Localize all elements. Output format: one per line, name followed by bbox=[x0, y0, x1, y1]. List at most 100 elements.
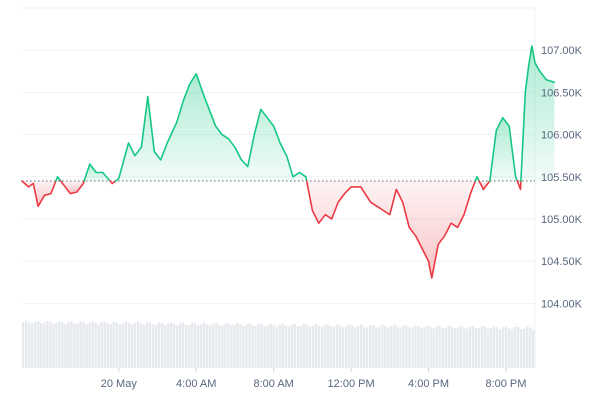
volume-bar bbox=[323, 325, 327, 368]
volume-bar bbox=[31, 323, 34, 368]
volume-bar bbox=[480, 326, 484, 368]
volume-bar bbox=[206, 324, 209, 368]
volume-bar bbox=[501, 327, 505, 368]
volume-bar bbox=[507, 328, 511, 368]
volume-bar bbox=[314, 323, 318, 368]
volume-bar bbox=[224, 323, 227, 368]
price-line-up-segment bbox=[55, 176, 62, 182]
volume-bar bbox=[215, 322, 218, 368]
volume-bar bbox=[459, 325, 462, 368]
volume-bar bbox=[190, 322, 194, 368]
y-tick-label: 104.00K bbox=[541, 298, 583, 310]
volume-bar bbox=[402, 325, 405, 368]
volume-bar bbox=[477, 328, 481, 368]
volume-bar bbox=[378, 326, 381, 368]
volume-bar bbox=[399, 327, 402, 368]
volume-bar bbox=[471, 325, 475, 368]
volume-bar bbox=[64, 323, 67, 368]
volume-bar bbox=[387, 327, 390, 368]
volume-bar bbox=[266, 325, 269, 368]
volume-bar bbox=[353, 327, 357, 368]
x-tick-label: 4:00 AM bbox=[176, 378, 216, 390]
price-line-down-segment bbox=[59, 180, 85, 195]
volume-bar bbox=[230, 325, 233, 368]
area-below-baseline bbox=[22, 181, 56, 207]
y-tick-label: 105.50K bbox=[541, 172, 583, 184]
volume-bar bbox=[384, 325, 387, 368]
volume-bar bbox=[187, 324, 191, 368]
volume-bar bbox=[311, 325, 315, 368]
volume-bar bbox=[359, 324, 363, 368]
volume-bar bbox=[133, 323, 137, 368]
x-tick-label: 4:00 PM bbox=[408, 378, 449, 390]
volume-bar bbox=[284, 325, 287, 368]
volume-bar bbox=[160, 323, 164, 368]
volume-bar bbox=[124, 321, 128, 368]
volume-bar bbox=[157, 322, 161, 368]
x-tick-label: 8:00 AM bbox=[253, 378, 293, 390]
volume-bar bbox=[163, 325, 167, 368]
volume-bar bbox=[350, 325, 354, 368]
volume-bar bbox=[58, 320, 61, 368]
volume-bar bbox=[136, 321, 140, 368]
volume-bar bbox=[447, 325, 450, 368]
volume-bar bbox=[417, 326, 420, 368]
volume-bar bbox=[423, 326, 426, 368]
volume-bar bbox=[166, 323, 170, 368]
volume-bar bbox=[46, 320, 49, 368]
volume-bar bbox=[420, 328, 423, 368]
price-line-up-segment bbox=[474, 176, 480, 182]
volume-bar bbox=[254, 326, 257, 368]
volume-bar bbox=[281, 323, 284, 368]
volume-bar bbox=[181, 322, 185, 368]
volume-bar bbox=[218, 325, 221, 368]
volume-bar bbox=[142, 324, 146, 368]
volume-bar bbox=[257, 323, 260, 368]
price-line-down-segment bbox=[516, 180, 522, 191]
volume-bar bbox=[396, 326, 399, 368]
volume-bar bbox=[184, 324, 188, 368]
volume-bar bbox=[293, 323, 297, 368]
y-tick-label: 105.00K bbox=[541, 214, 583, 226]
volume-bar bbox=[522, 328, 526, 368]
volume-bar bbox=[233, 325, 236, 368]
volume-bar bbox=[203, 322, 206, 368]
volume-bar bbox=[242, 326, 245, 368]
volume-bar bbox=[263, 326, 266, 368]
volume-bar bbox=[145, 322, 149, 368]
volume-bar bbox=[486, 328, 490, 368]
volume-bar bbox=[251, 325, 254, 368]
volume-bar bbox=[408, 327, 411, 368]
volume-bar bbox=[441, 327, 444, 368]
volume-bar bbox=[43, 323, 46, 368]
y-axis: 104.00K 104.50K 105.00K 105.50K 106.00K 106.5… bbox=[541, 45, 583, 310]
volume-bar bbox=[393, 324, 396, 368]
volume-bar bbox=[194, 323, 197, 368]
volume-bar bbox=[88, 323, 91, 368]
volume-bar bbox=[317, 325, 321, 368]
price-line-up-segment bbox=[83, 163, 111, 182]
volume-bar bbox=[209, 325, 212, 368]
volume-bar bbox=[326, 324, 330, 368]
volume-bar bbox=[37, 320, 40, 368]
volume-bar bbox=[438, 325, 441, 368]
volume-bar bbox=[121, 323, 124, 368]
y-tick-label: 107.00K bbox=[541, 45, 583, 57]
volume-bar bbox=[49, 321, 52, 368]
x-tick-label: 20 May bbox=[101, 378, 138, 390]
price-line bbox=[21, 45, 556, 279]
volume-bar bbox=[305, 324, 309, 368]
price-line-down-segment bbox=[305, 180, 477, 279]
volume-bar bbox=[148, 322, 152, 368]
volume-bar bbox=[52, 323, 55, 368]
volume-bar bbox=[239, 324, 242, 368]
volume-bar bbox=[504, 326, 508, 368]
volume-bar bbox=[287, 326, 290, 368]
volume-bar bbox=[468, 326, 472, 368]
volume-bar bbox=[513, 326, 517, 368]
volume-bar bbox=[28, 322, 31, 368]
volume-bar bbox=[290, 324, 293, 368]
volume-bar bbox=[320, 326, 324, 368]
